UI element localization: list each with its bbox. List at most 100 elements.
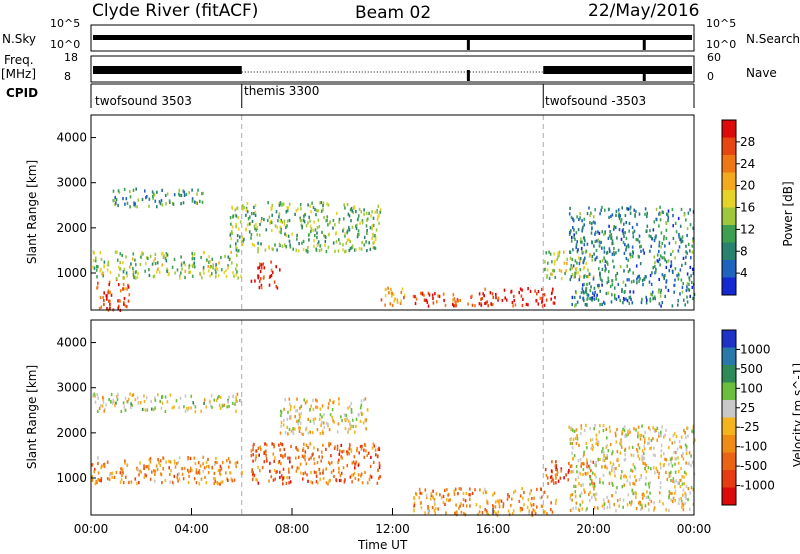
data-cell xyxy=(117,258,119,262)
data-cell xyxy=(519,506,522,510)
data-cell xyxy=(568,232,571,236)
data-cell xyxy=(625,221,627,225)
data-cell xyxy=(213,481,215,486)
data-cell xyxy=(625,257,628,261)
velocity-cells xyxy=(91,320,696,518)
data-cell xyxy=(303,220,306,224)
data-cell xyxy=(673,491,676,496)
data-cell xyxy=(623,475,625,479)
y-tick-label: 2000 xyxy=(56,221,87,235)
data-cell xyxy=(213,477,215,481)
data-cell xyxy=(621,289,623,293)
data-cell xyxy=(655,466,658,470)
data-cell xyxy=(235,248,238,252)
data-cell xyxy=(322,443,324,447)
data-cell xyxy=(569,267,572,271)
data-cell xyxy=(575,267,578,271)
data-cell xyxy=(307,233,310,237)
data-cell xyxy=(618,228,621,232)
data-cell xyxy=(136,396,139,400)
data-cell xyxy=(260,242,262,246)
data-cell xyxy=(591,298,593,302)
data-cell xyxy=(452,293,455,297)
data-cell xyxy=(588,206,590,210)
data-cell xyxy=(575,231,578,235)
data-cell xyxy=(597,284,599,288)
data-cell xyxy=(654,429,656,433)
data-cell xyxy=(127,299,130,303)
data-cell xyxy=(184,409,187,413)
data-cell xyxy=(209,260,211,264)
data-cell xyxy=(665,265,668,269)
data-cell xyxy=(140,401,142,405)
colorbar-segment xyxy=(722,242,736,260)
data-cell xyxy=(604,464,607,468)
data-cell xyxy=(597,443,599,447)
data-cell xyxy=(130,480,133,484)
data-cell xyxy=(202,268,205,272)
data-cell xyxy=(652,426,654,430)
data-cell xyxy=(345,417,347,421)
data-cell xyxy=(377,215,379,219)
data-cell xyxy=(576,300,579,304)
data-cell xyxy=(603,454,605,458)
data-cell xyxy=(612,259,614,263)
power-frame xyxy=(90,114,695,311)
power-cbar-label: Power [dB] xyxy=(781,181,795,247)
data-cell xyxy=(572,506,574,510)
data-cell xyxy=(258,266,261,270)
data-cell xyxy=(580,483,582,487)
data-cell xyxy=(123,405,126,409)
data-cell xyxy=(227,400,229,404)
data-cell xyxy=(310,229,312,234)
data-cell xyxy=(686,282,689,286)
data-cell xyxy=(558,253,560,257)
data-cell xyxy=(143,394,145,398)
data-cell xyxy=(165,460,167,464)
data-cell xyxy=(647,466,650,470)
data-cell xyxy=(371,210,373,214)
data-cell xyxy=(613,246,615,250)
data-cell xyxy=(311,201,313,205)
data-cell xyxy=(126,400,129,404)
data-cell xyxy=(684,501,686,505)
data-cell xyxy=(601,259,604,263)
data-cell xyxy=(350,401,353,406)
data-cell xyxy=(586,297,588,301)
data-cell xyxy=(235,396,237,400)
data-cell xyxy=(324,235,326,239)
data-cell xyxy=(498,501,500,506)
data-cell xyxy=(366,249,368,253)
data-cell xyxy=(255,454,257,458)
data-cell xyxy=(641,506,643,510)
data-cell xyxy=(255,477,257,481)
data-cell xyxy=(626,479,629,483)
data-cell xyxy=(300,412,302,416)
data-cell xyxy=(674,267,677,271)
data-cell xyxy=(366,481,369,485)
data-cell xyxy=(613,227,615,231)
data-cell xyxy=(624,283,627,287)
data-cell xyxy=(332,226,334,230)
data-cell xyxy=(98,307,101,311)
data-cell xyxy=(640,507,642,511)
data-cell xyxy=(583,258,585,262)
data-cell xyxy=(122,287,124,291)
data-cell xyxy=(679,478,681,482)
data-cell xyxy=(278,242,281,246)
data-cell xyxy=(145,474,147,478)
data-cell xyxy=(242,204,244,208)
data-cell xyxy=(660,430,662,434)
data-cell xyxy=(209,274,211,278)
data-cell xyxy=(340,478,342,483)
data-cell xyxy=(180,202,182,206)
data-cell xyxy=(599,477,601,481)
data-cell xyxy=(122,481,125,485)
data-cell xyxy=(519,287,522,291)
data-cell xyxy=(215,263,217,267)
data-cell xyxy=(141,197,144,202)
data-cell xyxy=(113,475,116,479)
data-cell xyxy=(189,270,192,274)
colorbar-segment xyxy=(722,277,736,295)
data-cell xyxy=(654,264,656,268)
